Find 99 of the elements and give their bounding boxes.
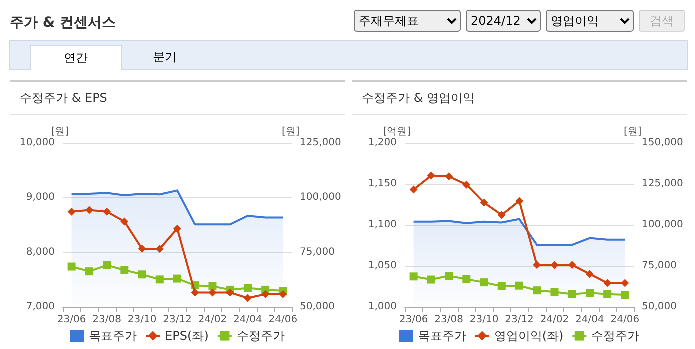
point [516,282,524,290]
text: 연간 [30,45,122,70]
point [138,245,146,254]
point [103,261,112,270]
x-tick-label: 24/04 [234,314,262,326]
y2-tick-label: 100,000 [300,192,342,204]
point [445,272,454,280]
text: 주가 & 컨센서스 [10,14,116,32]
point [568,290,576,298]
point [621,291,630,300]
legend-label: 목표주가 [418,329,466,343]
point [462,275,471,284]
point [586,270,594,278]
point [156,276,164,284]
point [498,211,506,220]
point [427,276,436,284]
y-tick-label: 9,000 [26,192,55,204]
point [480,278,488,287]
point [85,206,94,214]
point [244,294,252,302]
y-axis-title: [원] [51,126,70,138]
point [516,197,524,206]
chart-title: 수정주가 & EPS [20,90,108,107]
x-tick-label: 24/02 [540,314,570,326]
y-tick-label: 1,000 [368,302,397,312]
point [410,186,418,194]
legend-label: EPS(좌) [165,329,209,343]
x-tick-label: 24/02 [198,314,228,326]
y2-tick-label: 50,000 [642,302,677,312]
point [550,261,559,270]
point [410,272,418,281]
y-tick-label: 8,000 [26,246,55,258]
y2-axis-title: [원] [282,126,300,138]
point [498,282,506,290]
point [120,266,129,274]
point [226,288,234,297]
text: 2024/12 [466,10,541,32]
point [68,262,76,271]
x-tick-label: 24/04 [576,314,604,326]
point [174,274,182,283]
y-tick-label: 1,150 [368,178,397,190]
point [138,270,146,279]
point [244,284,252,292]
y2-axis-title: [원] [624,126,642,138]
point [621,279,630,288]
point [208,288,217,297]
x-tick-label: 24/06 [610,314,640,326]
y-tick-label: 1,100 [368,220,397,230]
x-tick-label: 23/08 [434,314,464,326]
text: 검색 [639,10,685,32]
y-tick-label: 7,000 [26,302,55,312]
y-tick-label: 10,000 [20,138,55,148]
point [208,282,217,290]
point [120,218,129,226]
y-tick-label: 1,050 [368,260,397,272]
point [262,290,270,298]
point [156,245,164,254]
text: 분기 [152,49,178,66]
x-tick-label: 23/12 [505,314,534,326]
point [174,224,182,233]
x-tick-label: 23/10 [470,314,499,326]
y2-tick-label: 150,000 [642,138,684,148]
x-tick-label: 23/08 [92,314,122,326]
x-tick-label: 23/06 [57,314,86,326]
y2-tick-label: 75,000 [642,260,677,272]
legend-label: 수정주가 [592,329,640,343]
legend-label: 영업이익(좌) [494,329,564,343]
point [533,261,542,270]
legend-label: 목표주가 [89,329,138,343]
x-tick-label: 24/06 [268,314,298,326]
point [462,180,471,189]
point [279,290,288,298]
chart-title: 수정주가 & 영업이익 [362,90,475,107]
point [568,261,576,270]
point [604,279,612,288]
point [68,208,76,216]
y2-tick-label: 125,000 [642,178,684,190]
point [85,268,94,276]
legend-label: 수정주가 [236,329,285,343]
text: 주재무제표 [354,10,461,32]
y-tick-label: 1,200 [368,138,397,148]
point [533,286,542,295]
y2-tick-label: 125,000 [300,138,342,148]
y2-tick-label: 100,000 [642,220,684,230]
y-axis-title: [억원] [383,126,412,138]
point [427,172,436,180]
y2-tick-label: 50,000 [300,302,335,312]
point [604,290,612,298]
y2-tick-label: 75,000 [300,246,335,258]
x-tick-label: 23/06 [399,314,428,326]
point [103,208,112,216]
point [550,288,559,296]
point [445,172,454,181]
point [480,198,488,207]
x-tick-label: 23/10 [128,314,157,326]
text: 영업이익 [546,10,634,32]
point [586,289,594,298]
x-tick-label: 23/12 [163,314,192,326]
point [191,288,200,297]
